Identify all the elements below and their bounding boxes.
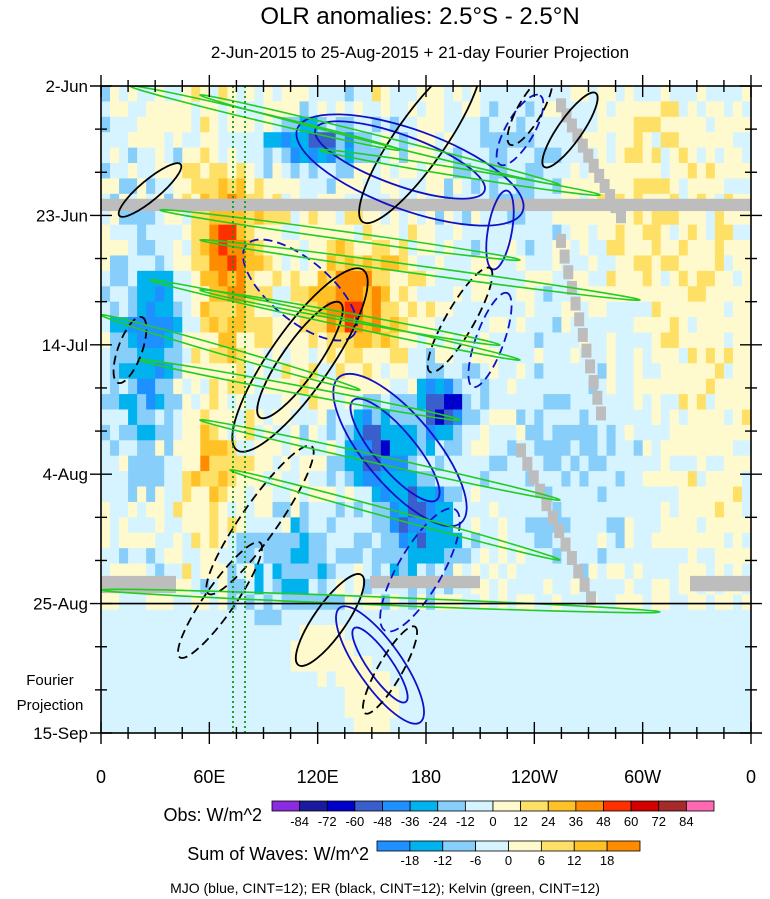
colorbar-swatch xyxy=(442,840,477,852)
fourier-label-line2: Projection xyxy=(17,697,84,714)
chart-title: OLR anomalies: 2.5°S - 2.5°N xyxy=(260,3,579,30)
colorbar-swatch xyxy=(540,840,575,852)
obs-colorbar: -84 -72 -60 -48 -36 -24 -12 0 12 24 36 48 60 72 84 xyxy=(271,800,715,829)
colorbar-level-label: 6 xyxy=(538,853,545,868)
x-tick-label: 60E xyxy=(193,767,225,787)
colorbar-swatch xyxy=(326,800,356,812)
colorbar-swatch xyxy=(508,840,542,852)
y-tick-label: 23-Jun xyxy=(36,206,88,225)
colorbar-swatch xyxy=(547,800,577,812)
waves-colorbar-label: Sum of Waves: W/m^2 xyxy=(187,844,369,864)
colorbar-level-label: -72 xyxy=(318,814,337,829)
colorbar-level-label: -24 xyxy=(428,814,447,829)
colorbar-level-label: 60 xyxy=(624,814,638,829)
colorbar-swatch xyxy=(575,800,604,812)
x-axis: 0 60E 120E 180 120W 60W 0 xyxy=(96,75,756,787)
olr-anomaly-field xyxy=(101,86,751,733)
colorbar-swatch xyxy=(376,840,411,852)
waves-colorbar: -18 -12 -6 0 6 12 18 xyxy=(376,840,641,868)
colorbar-swatch xyxy=(409,800,439,812)
colorbar-swatch xyxy=(603,800,632,812)
colorbar-level-label: 48 xyxy=(596,814,610,829)
colorbar-swatch xyxy=(573,840,608,852)
wave-contours xyxy=(101,86,661,733)
colorbar-swatch xyxy=(606,840,641,852)
y-tick-label: 14-Jul xyxy=(42,336,88,355)
colorbar-swatch xyxy=(464,800,494,812)
colorbar-swatch xyxy=(382,800,411,812)
x-tick-label: 0 xyxy=(96,767,106,787)
colorbar-swatch xyxy=(475,840,509,852)
y-tick-label: 2-Jun xyxy=(45,77,88,96)
fourier-label-line1: Fourier xyxy=(26,672,74,689)
missing-data-bands xyxy=(101,98,751,606)
colorbar-level-label: -84 xyxy=(290,814,309,829)
x-tick-label: 120E xyxy=(297,767,339,787)
x-tick-label: 60W xyxy=(624,767,661,787)
colorbar-level-label: -60 xyxy=(345,814,364,829)
colorbar-swatch xyxy=(658,800,687,812)
colorbar-swatch xyxy=(520,800,549,812)
chart-subtitle: 2-Jun-2015 to 25-Aug-2015 + 21-day Fouri… xyxy=(211,43,629,62)
colorbar-level-label: 24 xyxy=(541,814,555,829)
colorbar-level-label: -12 xyxy=(433,853,452,868)
colorbar-swatch xyxy=(271,800,301,812)
colorbar-swatch xyxy=(437,800,466,812)
colorbar-swatch xyxy=(409,840,444,852)
x-tick-label: 120W xyxy=(511,767,558,787)
y-tick-label: 15-Sep xyxy=(33,724,88,743)
colorbar-level-label: 12 xyxy=(513,814,527,829)
colorbar-level-label: 72 xyxy=(652,814,666,829)
y-tick-label: 25-Aug xyxy=(33,595,88,614)
colorbar-level-label: -6 xyxy=(470,853,482,868)
colorbar-level-label: 0 xyxy=(489,814,496,829)
colorbar-level-label: -36 xyxy=(401,814,420,829)
contour-footnote: MJO (blue, CINT=12); ER (black, CINT=12)… xyxy=(170,880,600,896)
obs-colorbar-label: Obs: W/m^2 xyxy=(164,805,262,825)
colorbar-level-label: 12 xyxy=(567,853,581,868)
colorbar-swatch xyxy=(354,800,383,812)
y-tick-label: 4-Aug xyxy=(43,465,88,484)
colorbar-swatch xyxy=(685,800,715,812)
colorbar-level-label: 18 xyxy=(600,853,614,868)
colorbar-level-label: -12 xyxy=(456,814,475,829)
x-tick-label: 180 xyxy=(411,767,441,787)
colorbar-level-label: -18 xyxy=(400,853,419,868)
colorbar-swatch xyxy=(630,800,660,812)
colorbar-level-label: -48 xyxy=(373,814,392,829)
x-tick-label: 0 xyxy=(746,767,756,787)
colorbar-level-label: 36 xyxy=(569,814,583,829)
colorbar-swatch xyxy=(299,800,328,812)
colorbar-swatch xyxy=(492,800,522,812)
colorbar-level-label: 84 xyxy=(679,814,693,829)
colorbar-level-label: 0 xyxy=(505,853,512,868)
